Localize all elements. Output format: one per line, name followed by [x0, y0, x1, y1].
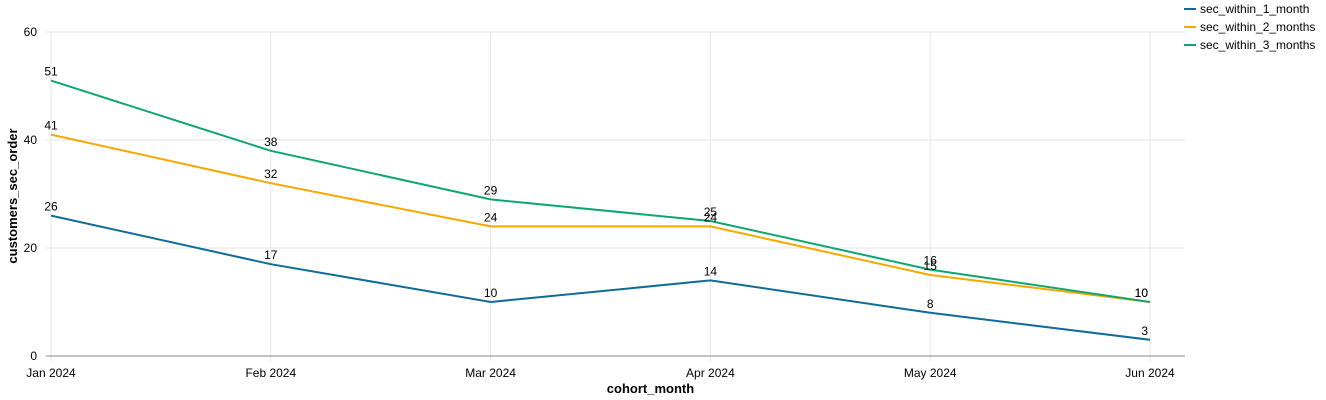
- data-label: 10: [1135, 286, 1149, 300]
- series-line-sec_within_2_months[interactable]: [50, 133, 1151, 303]
- y-axis-title: customers_sec_order: [5, 128, 20, 263]
- y-tick-label: 0: [30, 349, 37, 363]
- y-tick-label: 20: [24, 241, 38, 255]
- legend-label: sec_within_1_month: [1200, 2, 1309, 16]
- data-label: 17: [264, 248, 278, 262]
- x-tick-label: Feb 2024: [245, 366, 296, 380]
- axes: 0 20 40 60 Jan 2024 Feb 2024 Mar 2024 Apr 2024 M…: [24, 25, 1185, 380]
- grid: [46, 31, 1185, 361]
- data-label: 10: [1135, 286, 1149, 300]
- legend-item-sec_within_1_month[interactable]: sec_within_1_month: [1184, 2, 1309, 16]
- series-line-sec_within_3_months[interactable]: [50, 79, 1151, 303]
- data-label: 41: [44, 119, 58, 133]
- x-axis-title: cohort_month: [607, 381, 694, 396]
- data-label: 26: [44, 200, 58, 214]
- legend[interactable]: sec_within_1_month sec_within_2_monthssec…: [1184, 2, 1315, 52]
- data-label: 14: [704, 264, 718, 278]
- data-label: 24: [484, 210, 498, 224]
- data-label: 38: [264, 135, 278, 149]
- x-tick-label: Jun 2024: [1125, 366, 1175, 380]
- data-label: 3: [1141, 324, 1148, 338]
- x-tick-label: May 2024: [904, 366, 957, 380]
- series-layer: [50, 79, 1151, 341]
- data-label: 15: [924, 259, 938, 273]
- data-label: 16: [924, 254, 938, 268]
- x-tick-label: Apr 2024: [686, 366, 735, 380]
- x-tick-label: Jan 2024: [26, 366, 76, 380]
- data-label: 10: [484, 286, 498, 300]
- data-label: 25: [704, 205, 718, 219]
- data-label: 8: [927, 297, 934, 311]
- series-line-sec_within_1_month[interactable]: [50, 214, 1151, 341]
- y-tick-label: 40: [24, 133, 38, 147]
- data-label: 32: [264, 167, 278, 181]
- data-label: 24: [704, 210, 718, 224]
- data-label: 29: [484, 183, 498, 197]
- legend-label: sec_within_3_months: [1200, 38, 1315, 52]
- legend-label: sec_within_2_months: [1200, 20, 1315, 34]
- legend-item-sec_within_2_months[interactable]: sec_within_2_months: [1184, 20, 1315, 34]
- y-tick-label: 60: [24, 25, 38, 39]
- x-tick-label: Mar 2024: [465, 366, 516, 380]
- data-label: 51: [44, 65, 58, 79]
- legend-item-sec_within_3_months[interactable]: sec_within_3_months: [1184, 38, 1315, 52]
